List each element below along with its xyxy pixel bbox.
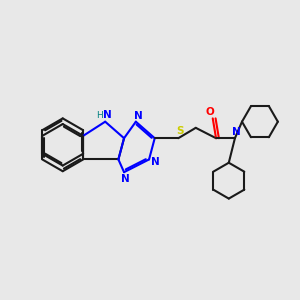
Text: N: N (151, 157, 160, 167)
Text: H: H (96, 111, 102, 120)
Text: O: O (206, 107, 214, 117)
Text: N: N (232, 127, 241, 136)
Text: N: N (121, 174, 129, 184)
Text: S: S (176, 126, 184, 136)
Text: N: N (103, 110, 111, 120)
Text: N: N (134, 111, 142, 121)
